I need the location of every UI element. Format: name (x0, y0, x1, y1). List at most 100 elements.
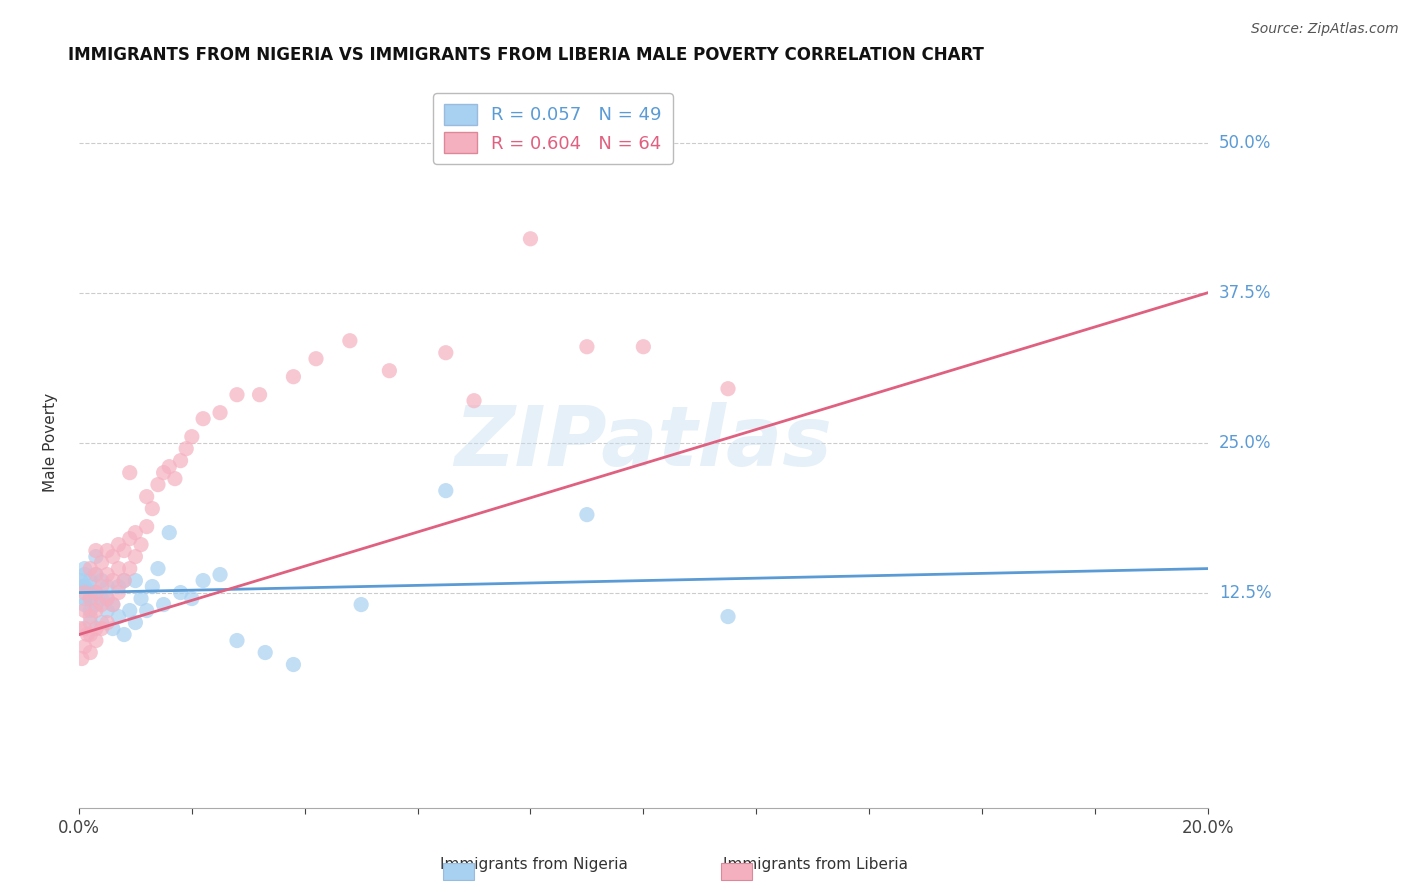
Legend: R = 0.057   N = 49, R = 0.604   N = 64: R = 0.057 N = 49, R = 0.604 N = 64 (433, 94, 672, 164)
Point (107, 561, 129, 575)
Point (112, 574, 135, 588)
Text: 37.5%: 37.5% (1219, 284, 1271, 301)
Point (129, 591, 152, 606)
Point (73, 598, 96, 612)
Point (76, 627, 98, 641)
Point (152, 598, 174, 612)
Point (112, 543, 135, 558)
Point (135, 519, 157, 533)
Point (254, 646, 277, 660)
Point (118, 561, 141, 575)
Point (112, 574, 135, 588)
Point (90, 622, 112, 636)
Point (350, 598, 373, 612)
Point (79, 609, 101, 624)
Text: Immigrants from Liberia: Immigrants from Liberia (723, 857, 908, 872)
Point (209, 406, 232, 420)
Point (107, 609, 129, 624)
Point (112, 627, 135, 641)
Point (107, 585, 129, 599)
Point (84, 598, 107, 612)
Point (84, 622, 107, 636)
Point (180, 591, 202, 606)
Point (96, 603, 118, 617)
Point (717, 609, 740, 624)
Point (90, 574, 112, 588)
Point (305, 351, 328, 366)
Point (90, 556, 112, 570)
Point (73, 640, 96, 654)
Point (101, 549, 124, 564)
Point (169, 453, 191, 467)
Point (463, 393, 485, 408)
Point (79, 646, 101, 660)
Point (79, 574, 101, 588)
Point (73, 567, 96, 582)
Point (434, 483, 457, 498)
Point (226, 387, 249, 401)
Point (146, 561, 169, 575)
Point (191, 574, 214, 588)
Point (174, 442, 197, 456)
Point (717, 382, 740, 396)
Y-axis label: Male Poverty: Male Poverty (44, 393, 58, 492)
Text: Source: ZipAtlas.com: Source: ZipAtlas.com (1251, 22, 1399, 37)
Point (124, 574, 146, 588)
Point (84, 585, 107, 599)
Point (79, 615, 101, 630)
Point (101, 574, 124, 588)
Point (124, 615, 146, 630)
Point (141, 580, 163, 594)
Point (76, 580, 98, 594)
Point (96, 580, 118, 594)
Point (84, 567, 107, 582)
Point (226, 633, 249, 648)
Text: Immigrants from Nigeria: Immigrants from Nigeria (440, 857, 628, 872)
Point (101, 622, 124, 636)
Point (283, 657, 305, 672)
Point (96, 543, 118, 558)
Point (146, 477, 169, 491)
Point (135, 603, 157, 617)
Point (84, 567, 107, 582)
Point (96, 567, 118, 582)
Point (69, 574, 91, 588)
Point (519, 232, 541, 246)
Point (79, 591, 101, 606)
Point (191, 411, 214, 425)
Point (141, 501, 163, 516)
Point (163, 472, 186, 486)
Point (90, 591, 112, 606)
Point (124, 525, 146, 540)
Point (79, 627, 101, 641)
Point (96, 615, 118, 630)
Point (70, 651, 93, 665)
Point (84, 633, 107, 648)
Point (434, 345, 457, 359)
Point (101, 598, 124, 612)
Text: 12.5%: 12.5% (1219, 583, 1271, 601)
Point (124, 549, 146, 564)
Point (107, 538, 129, 552)
Point (378, 364, 401, 378)
Point (118, 532, 141, 546)
Point (575, 340, 598, 354)
Point (90, 580, 112, 594)
Point (84, 603, 107, 617)
Text: 50.0%: 50.0% (1219, 134, 1271, 152)
Point (96, 591, 118, 606)
Text: ZIPatlas: ZIPatlas (454, 402, 832, 483)
Point (633, 340, 655, 354)
Point (73, 585, 96, 599)
Point (79, 591, 101, 606)
Point (118, 466, 141, 480)
Point (157, 525, 180, 540)
Point (118, 603, 141, 617)
Point (73, 591, 96, 606)
Point (169, 585, 191, 599)
Point (135, 490, 157, 504)
Text: 25.0%: 25.0% (1219, 434, 1271, 451)
Point (90, 598, 112, 612)
Point (73, 622, 96, 636)
Point (73, 580, 96, 594)
